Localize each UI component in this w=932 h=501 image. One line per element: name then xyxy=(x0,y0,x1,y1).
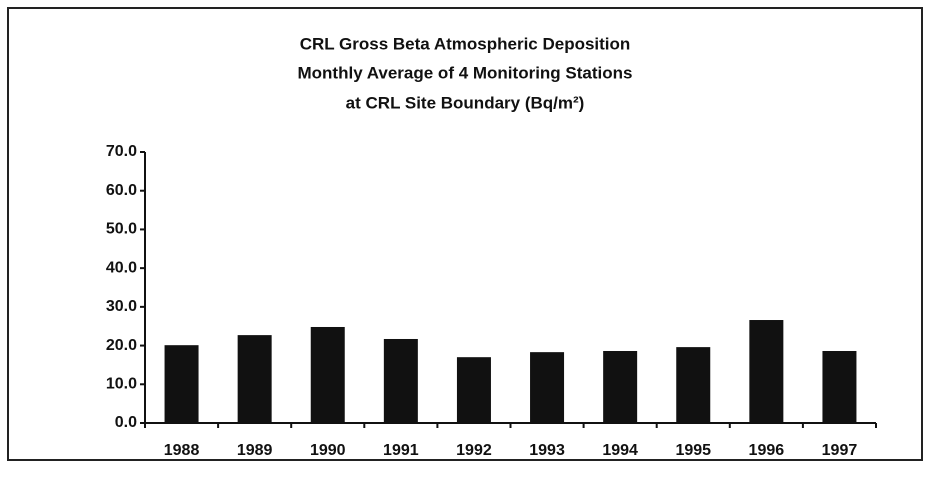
frame xyxy=(7,7,923,461)
y-tick-label: 50.0 xyxy=(106,221,137,238)
y-tick-label: 20.0 xyxy=(106,337,137,354)
x-tick-label: 1988 xyxy=(164,442,200,459)
bar xyxy=(237,335,272,423)
chart-title: Monthly Average of 4 Monitoring Stations xyxy=(298,63,633,82)
x-tick-label: 1997 xyxy=(822,442,858,459)
chart-title: CRL Gross Beta Atmospheric Deposition xyxy=(300,34,631,53)
y-tick-label: 30.0 xyxy=(106,298,137,315)
chart-title: at CRL Site Boundary (Bq/m²) xyxy=(346,93,585,112)
bar xyxy=(383,338,418,423)
bar xyxy=(822,350,857,423)
y-tick-label: 40.0 xyxy=(106,259,137,276)
y-tick-label: 70.0 xyxy=(106,143,137,160)
y-tick-label: 0.0 xyxy=(115,414,137,431)
y-tick-label: 60.0 xyxy=(106,182,137,199)
bar xyxy=(676,347,711,423)
bar xyxy=(456,357,491,423)
x-tick-label: 1995 xyxy=(675,442,711,459)
bar xyxy=(749,320,784,423)
x-tick-label: 1990 xyxy=(310,442,346,459)
x-tick-label: 1991 xyxy=(383,442,419,459)
x-tick-label: 1994 xyxy=(602,442,638,459)
x-tick-label: 1996 xyxy=(749,442,785,459)
x-tick-label: 1989 xyxy=(237,442,273,459)
bar xyxy=(530,352,565,423)
x-tick-label: 1992 xyxy=(456,442,492,459)
bar xyxy=(164,345,199,423)
bar xyxy=(310,326,345,423)
x-tick-label: 1993 xyxy=(529,442,565,459)
bar xyxy=(603,350,638,423)
y-tick-label: 10.0 xyxy=(106,376,137,393)
